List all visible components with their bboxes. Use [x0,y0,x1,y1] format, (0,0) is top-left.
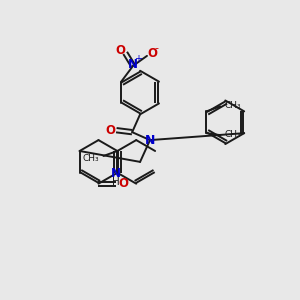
Text: O: O [118,177,128,190]
Text: +: + [134,54,142,64]
Text: O: O [115,44,125,57]
Text: CH₃: CH₃ [83,154,100,164]
Text: H: H [112,177,119,187]
Text: N: N [128,58,138,71]
Text: O: O [105,124,116,137]
Text: -: - [155,43,159,53]
Text: O: O [147,47,157,60]
Text: N: N [110,167,120,180]
Text: CH₃: CH₃ [224,101,241,110]
Text: CH₃: CH₃ [224,130,241,139]
Text: N: N [145,134,155,147]
